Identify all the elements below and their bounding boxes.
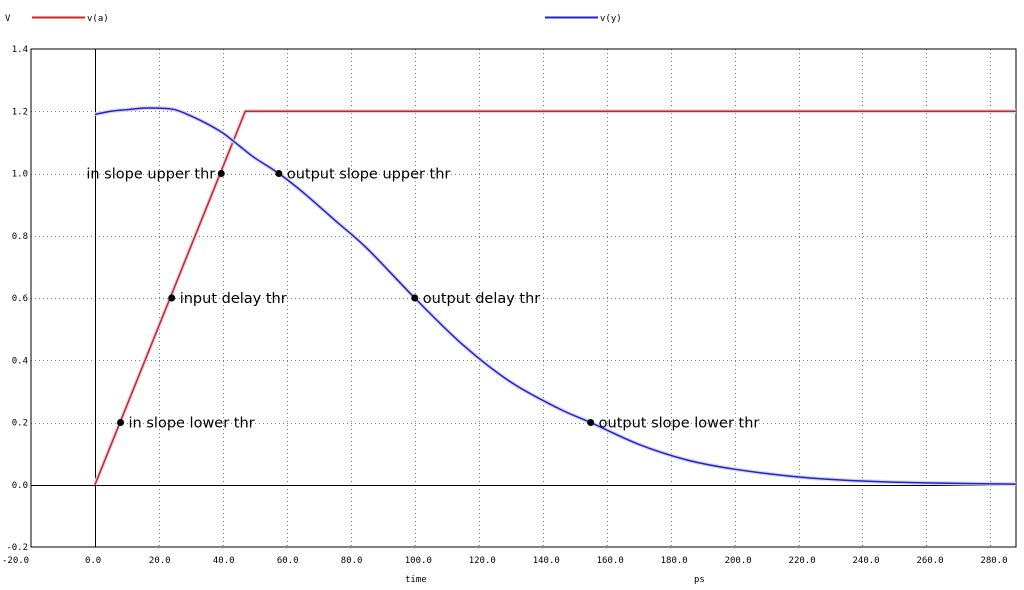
x-tick-label: 200.0 <box>725 556 752 566</box>
x-tick-label: 180.0 <box>661 556 688 566</box>
y-tick-label: -0.2 <box>6 543 28 553</box>
x-axis-label: time <box>405 575 427 585</box>
x-tick-label: 100.0 <box>405 556 432 566</box>
x-tick-label: 140.0 <box>533 556 560 566</box>
threshold-marker <box>217 170 225 177</box>
x-tick-label: 160.0 <box>597 556 624 566</box>
x-tick-label: 20.0 <box>149 556 171 566</box>
x-tick-label: -20.0 <box>2 556 29 566</box>
threshold-marker <box>117 419 125 426</box>
y-tick-label: 1.2 <box>12 107 28 117</box>
tick-labels: -20.0 0.0 20.0 40.0 60.0 80.0 100.0 120.0 140.0 1… <box>2 45 1008 566</box>
x-tick-label: 220.0 <box>789 556 816 566</box>
x-tick-label: 60.0 <box>277 556 299 566</box>
y-tick-label: 0.6 <box>12 294 28 304</box>
x-axis-unit-label: ps <box>694 575 705 585</box>
threshold-marker <box>411 294 419 302</box>
axes <box>30 48 1017 548</box>
threshold-label: input delay thr <box>180 291 287 307</box>
x-tick-label: 280.0 <box>980 556 1007 566</box>
x-tick-label: 260.0 <box>916 556 943 566</box>
threshold-marker <box>587 419 595 426</box>
threshold-label: output slope lower thr <box>599 416 760 432</box>
series-lines <box>93 105 1017 487</box>
x-tick-label: 40.0 <box>213 556 235 566</box>
legend-label: v(y) <box>600 14 622 24</box>
legend: v(a) v(y) <box>32 14 622 24</box>
y-axis-unit-label: V <box>5 14 11 24</box>
threshold-label: in slope lower thr <box>129 416 255 432</box>
x-tick-label: 80.0 <box>341 556 363 566</box>
series-line-vy <box>94 107 1017 485</box>
threshold-label: in slope upper thr <box>86 167 215 183</box>
series-line-va <box>94 110 1016 486</box>
plot-frame <box>30 48 1017 548</box>
threshold-marker <box>168 294 176 302</box>
threshold-marker <box>275 170 283 177</box>
y-tick-label: 0.4 <box>12 356 28 366</box>
y-tick-label: 1.0 <box>12 170 28 180</box>
y-tick-label: 1.4 <box>12 45 28 55</box>
y-tick-label: 0.2 <box>12 419 28 429</box>
legend-label: v(a) <box>87 14 109 24</box>
x-tick-label: 120.0 <box>469 556 496 566</box>
threshold-label: output delay thr <box>423 291 541 307</box>
threshold-label: output slope upper thr <box>287 167 451 183</box>
y-tick-label: 0.0 <box>12 481 28 491</box>
y-tick-label: 0.8 <box>12 232 28 242</box>
x-tick-label: 240.0 <box>852 556 879 566</box>
x-tick-label: 0.0 <box>85 556 101 566</box>
annotations: in slope upper thr input delay thr in slop… <box>86 167 759 432</box>
